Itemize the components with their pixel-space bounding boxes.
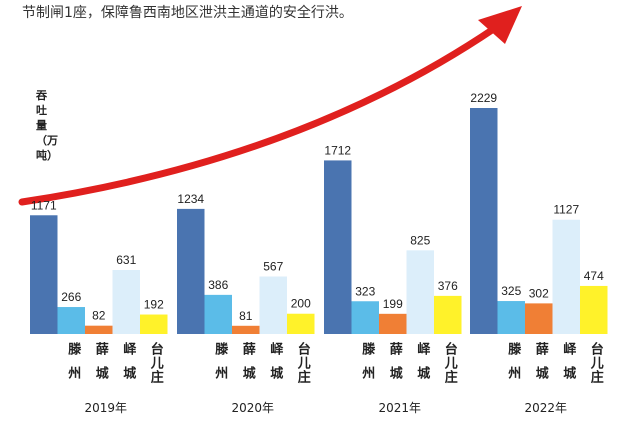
tick-label: 台儿庄 (441, 342, 457, 384)
data-label: 631 (116, 253, 136, 267)
bar (379, 313, 407, 334)
bar (85, 325, 113, 334)
tick-label: 滕州 (212, 342, 228, 390)
tick-label: 峄城 (267, 342, 283, 390)
trend-arrow (18, 24, 499, 206)
data-label: 325 (501, 284, 521, 298)
data-label: 1127 (553, 203, 579, 217)
data-label: 1171 (31, 198, 57, 212)
data-label: 82 (92, 309, 106, 323)
tick-label: 薛城 (239, 342, 255, 390)
tick-label: 薛城 (386, 342, 402, 390)
data-label: 1712 (324, 143, 351, 157)
data-label: 825 (410, 233, 430, 247)
tick-label: 台儿庄 (294, 342, 310, 384)
bar (259, 276, 287, 334)
bar (406, 250, 434, 334)
data-label: 192 (144, 298, 164, 312)
bar (434, 295, 462, 334)
tick-label: 薛城 (532, 342, 548, 390)
tick-label: 滕州 (65, 342, 81, 390)
category-label: 2019年 (84, 401, 127, 415)
bar (57, 307, 85, 334)
bar (580, 285, 608, 334)
bar (232, 325, 260, 334)
bar (112, 270, 140, 334)
tick-label: 台儿庄 (587, 342, 603, 384)
data-label: 2229 (470, 91, 497, 105)
bar (351, 301, 379, 334)
data-label: 386 (208, 278, 228, 292)
data-label: 266 (61, 290, 81, 304)
data-label: 200 (291, 297, 311, 311)
tick-label: 峄城 (120, 342, 136, 390)
bar (177, 208, 205, 334)
caption: 节制闸1座，保障鲁西南地区泄洪主通道的安全行洪。 (22, 5, 353, 21)
tick-label: 峄城 (560, 342, 576, 390)
tick-label: 滕州 (505, 342, 521, 390)
data-label: 199 (383, 297, 403, 311)
bar (287, 313, 315, 334)
data-label: 567 (263, 260, 283, 274)
category-label: 2021年 (378, 401, 421, 415)
data-label: 81 (239, 309, 253, 323)
bar (140, 314, 168, 334)
data-label: 1234 (177, 192, 204, 206)
tick-label: 台儿庄 (147, 342, 163, 384)
arrow-head (478, 6, 522, 44)
bar (324, 160, 352, 334)
bar (552, 219, 580, 334)
tick-label: 薛城 (92, 342, 108, 390)
tick-label: 滕州 (359, 342, 375, 390)
tick-label: 峄城 (414, 342, 430, 390)
data-label: 323 (355, 284, 375, 298)
category-label: 2022年 (524, 401, 567, 415)
bar (497, 301, 525, 334)
data-label: 474 (584, 269, 604, 283)
data-label: 376 (438, 279, 458, 293)
data-label: 302 (529, 286, 549, 300)
bar (30, 215, 58, 334)
bar (525, 303, 553, 334)
bar (204, 294, 232, 334)
bar (470, 108, 498, 334)
category-label: 2020年 (231, 401, 274, 415)
